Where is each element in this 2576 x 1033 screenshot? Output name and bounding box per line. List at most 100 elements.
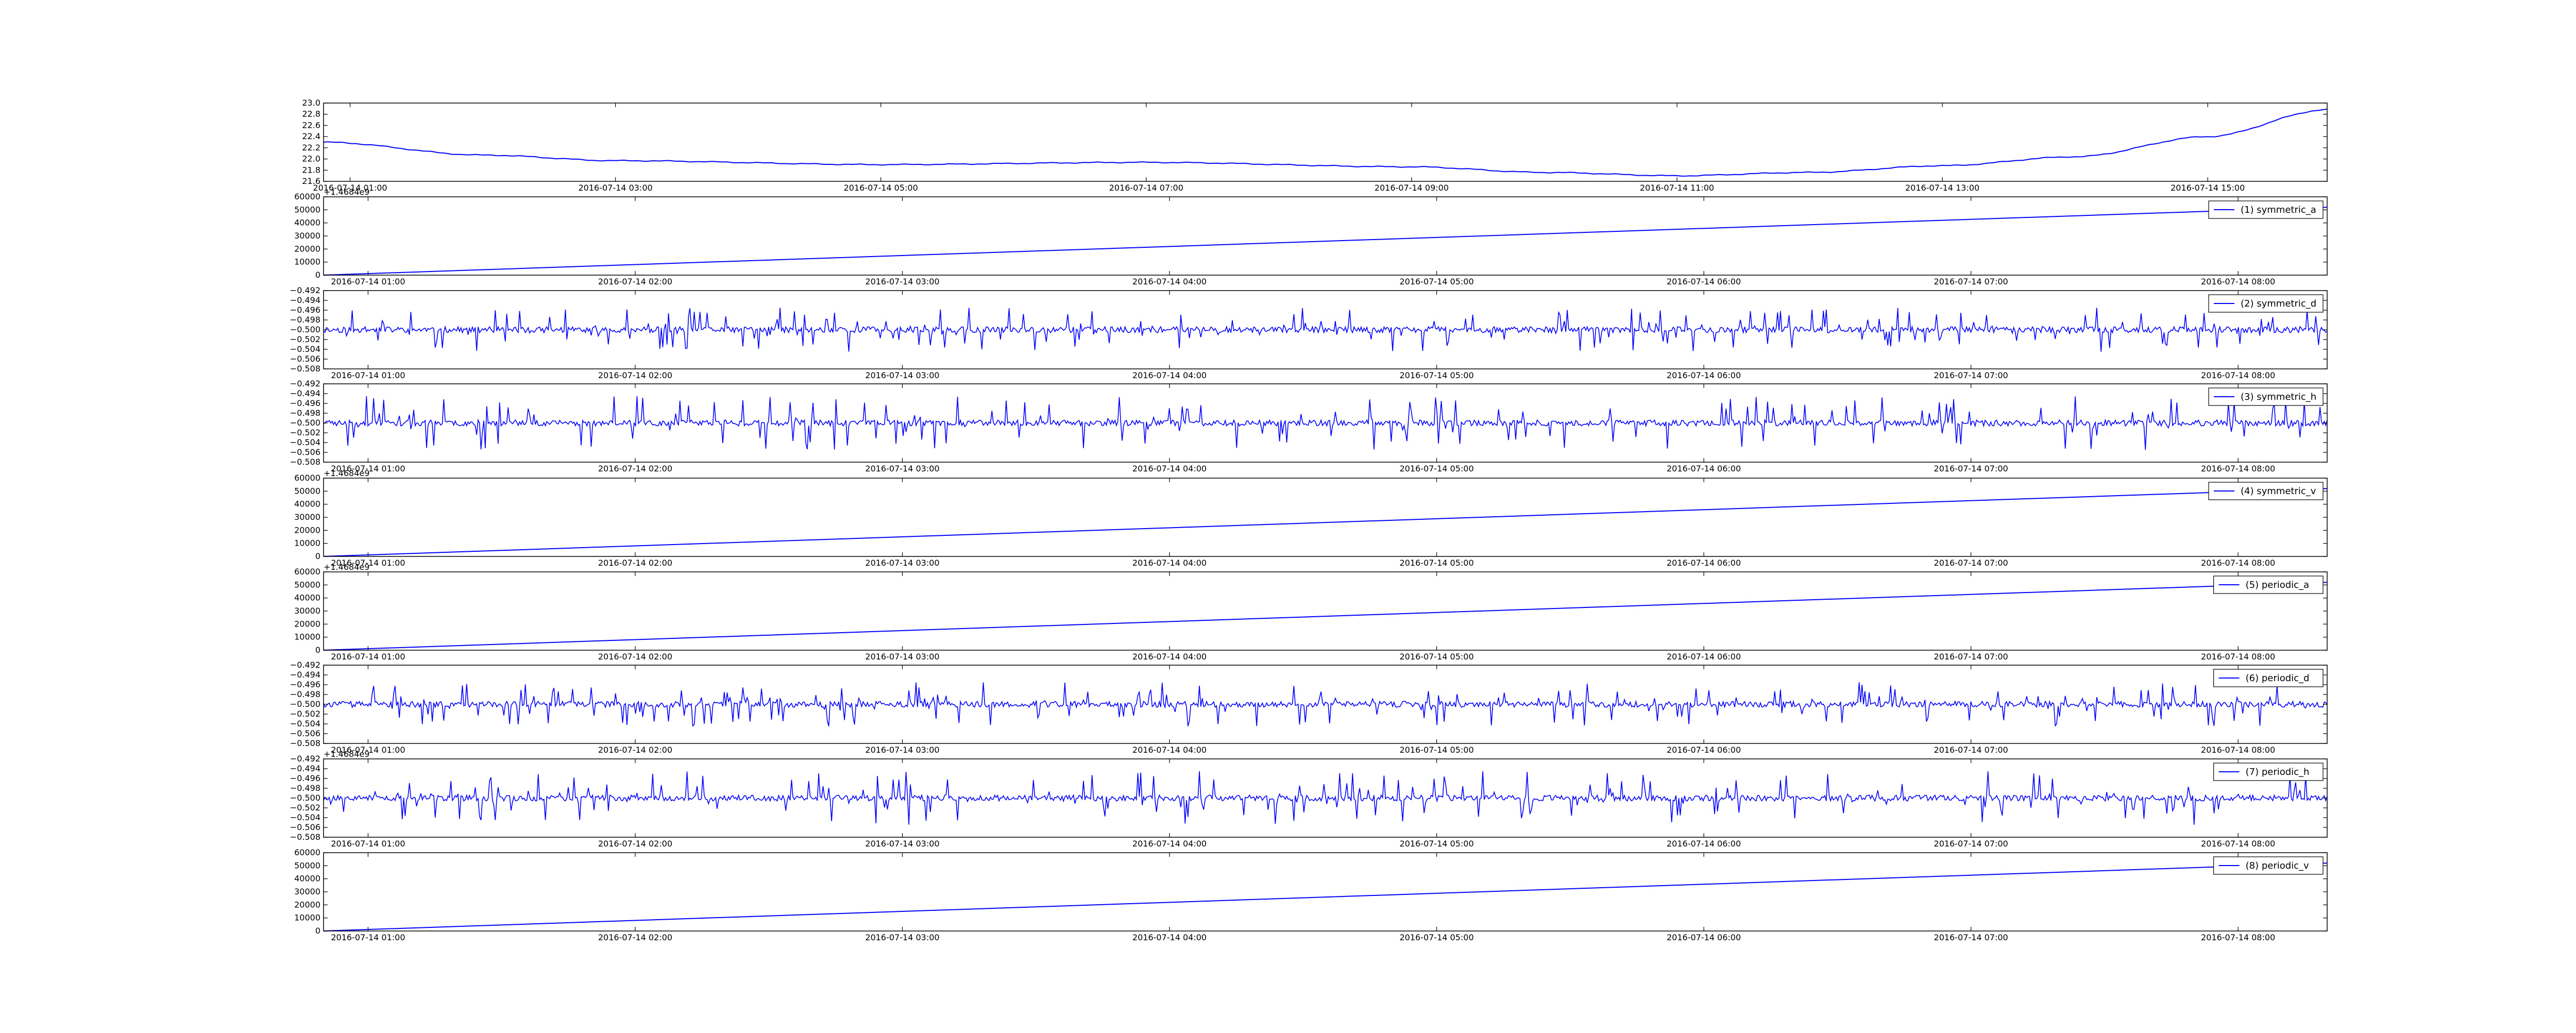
legend-label: (3) symmetric_h <box>2241 392 2316 402</box>
x-tick-label: 2016-07-14 07:00 <box>1934 652 2008 662</box>
series-line <box>323 771 2328 825</box>
subplot-4: −0.508−0.506−0.504−0.502−0.500−0.498−0.4… <box>290 379 2328 473</box>
y-tick-label: 30000 <box>294 512 320 522</box>
subplot-7: −0.508−0.506−0.504−0.502−0.500−0.498−0.4… <box>290 660 2328 755</box>
x-tick-label: 2016-07-14 03:00 <box>579 183 653 193</box>
y-tick-label: −0.508 <box>290 738 320 748</box>
axes-frame <box>323 196 2328 276</box>
y-tick-label: −0.504 <box>290 812 320 822</box>
x-tick-label: 2016-07-14 03:00 <box>865 839 939 849</box>
y-tick-label: −0.494 <box>290 388 320 398</box>
y-tick-label: 23.0 <box>302 98 320 108</box>
legend-label: (8) periodic_v <box>2246 860 2309 871</box>
y-tick-label: −0.500 <box>290 699 320 709</box>
y-tick-label: −0.502 <box>290 709 320 719</box>
y-tick-label: −0.498 <box>290 408 320 418</box>
y-tick-label: 22.0 <box>302 154 320 164</box>
axes-frame <box>323 571 2328 651</box>
y-tick-label: −0.500 <box>290 793 320 803</box>
x-tick-label: 2016-07-14 06:00 <box>1667 652 1741 662</box>
x-tick-label: 2016-07-14 01:00 <box>331 839 405 849</box>
legend-label: (2) symmetric_d <box>2241 298 2316 309</box>
x-tick-label: 2016-07-14 01:00 <box>331 370 405 380</box>
x-tick-label: 2016-07-14 01:00 <box>331 558 405 568</box>
y-tick-label: −0.506 <box>290 729 320 738</box>
subplot-6: 0 10000 20000 30000 40000 50000 60000 2016-07-1… <box>294 562 2328 662</box>
x-tick-label: 2016-07-14 03:00 <box>865 464 939 473</box>
y-tick-label: 21.8 <box>302 165 320 175</box>
y-tick-label: 30000 <box>294 887 320 896</box>
axes-frame <box>323 665 2328 744</box>
axes-frame <box>323 852 2328 932</box>
y-tick-label: 10000 <box>294 913 320 923</box>
x-tick-label: 2016-07-14 01:00 <box>331 933 405 942</box>
x-tick-label: 2016-07-14 08:00 <box>2201 745 2275 755</box>
x-tick-label: 2016-07-14 06:00 <box>1667 558 1741 568</box>
subplot-9: 0 10000 20000 30000 40000 50000 60000 2016-07-1… <box>294 848 2328 942</box>
x-tick-label: 2016-07-14 04:00 <box>1132 277 1207 286</box>
x-tick-label: 2016-07-14 07:00 <box>1934 464 2008 473</box>
x-tick-label: 2016-07-14 08:00 <box>2201 652 2275 662</box>
legend-label: (7) periodic_h <box>2246 767 2310 777</box>
subplot-8: −0.508−0.506−0.504−0.502−0.500−0.498−0.4… <box>290 749 2328 849</box>
x-tick-label: 2016-07-14 04:00 <box>1132 839 1207 849</box>
x-tick-label: 2016-07-14 04:00 <box>1132 558 1207 568</box>
legend-label: (1) symmetric_a <box>2241 205 2316 215</box>
y-tick-label: 0 <box>315 270 320 280</box>
y-tick-label: −0.492 <box>290 754 320 764</box>
legend-label: (4) symmetric_v <box>2241 486 2316 497</box>
y-tick-label: −0.504 <box>290 437 320 447</box>
x-tick-label: 2016-07-14 06:00 <box>1667 464 1741 473</box>
x-tick-label: 2016-07-14 13:00 <box>1905 183 1979 193</box>
y-tick-label: −0.498 <box>290 783 320 793</box>
y-tick-label: 10000 <box>294 257 320 267</box>
x-tick-label: 2016-07-14 15:00 <box>2171 183 2245 193</box>
series-line <box>323 862 2328 932</box>
y-tick-label: 20000 <box>294 244 320 253</box>
x-tick-label: 2016-07-14 05:00 <box>1399 370 1473 380</box>
y-tick-label: −0.494 <box>290 670 320 680</box>
x-tick-label: 2016-07-14 08:00 <box>2201 558 2275 568</box>
y-tick-label: −0.496 <box>290 773 320 783</box>
y-tick-label: 60000 <box>294 848 320 857</box>
x-tick-label: 2016-07-14 03:00 <box>865 933 939 942</box>
x-tick-label: 2016-07-14 05:00 <box>1399 933 1473 942</box>
y-tick-label: −0.494 <box>290 295 320 305</box>
y-tick-label: 10000 <box>294 632 320 642</box>
x-tick-label: 2016-07-14 02:00 <box>598 277 672 286</box>
y-tick-label: −0.500 <box>290 418 320 428</box>
y-tick-label: 60000 <box>294 192 320 201</box>
y-tick-label: −0.496 <box>290 305 320 315</box>
y-tick-label: 40000 <box>294 874 320 884</box>
x-tick-label: 2016-07-14 02:00 <box>598 652 672 662</box>
y-tick-label: −0.508 <box>290 832 320 842</box>
y-tick-label: 50000 <box>294 580 320 589</box>
x-tick-label: 2016-07-14 09:00 <box>1375 183 1449 193</box>
x-tick-label: 2016-07-14 06:00 <box>1667 839 1741 849</box>
x-tick-label: 2016-07-14 08:00 <box>2201 933 2275 942</box>
series-line <box>323 582 2328 651</box>
y-tick-label: −0.496 <box>290 680 320 689</box>
series-line <box>323 308 2328 352</box>
x-tick-label: 2016-07-14 08:00 <box>2201 370 2275 380</box>
x-tick-label: 2016-07-14 07:00 <box>1934 745 2008 755</box>
x-tick-label: 2016-07-14 01:00 <box>331 464 405 473</box>
x-tick-label: 2016-07-14 05:00 <box>1399 652 1473 662</box>
y-tick-label: 50000 <box>294 486 320 496</box>
y-tick-label: −0.498 <box>290 689 320 699</box>
x-tick-label: 2016-07-14 03:00 <box>865 558 939 568</box>
x-tick-label: 2016-07-14 06:00 <box>1667 370 1741 380</box>
y-tick-label: 20000 <box>294 900 320 909</box>
y-tick-label: 20000 <box>294 619 320 629</box>
y-tick-label: −0.506 <box>290 447 320 457</box>
x-tick-label: 2016-07-14 08:00 <box>2201 839 2275 849</box>
y-tick-label: −0.502 <box>290 803 320 812</box>
offset-label: +1.4684e9 <box>324 562 369 572</box>
x-tick-label: 2016-07-14 02:00 <box>598 464 672 473</box>
y-tick-label: 22.8 <box>302 109 320 119</box>
x-tick-label: 2016-07-14 04:00 <box>1132 652 1207 662</box>
y-tick-label: 22.6 <box>302 120 320 130</box>
subplot-1: 21.621.822.022.2 22.422.622.823.0 2016-07-… <box>302 98 2328 193</box>
x-tick-label: 2016-07-14 02:00 <box>598 839 672 849</box>
